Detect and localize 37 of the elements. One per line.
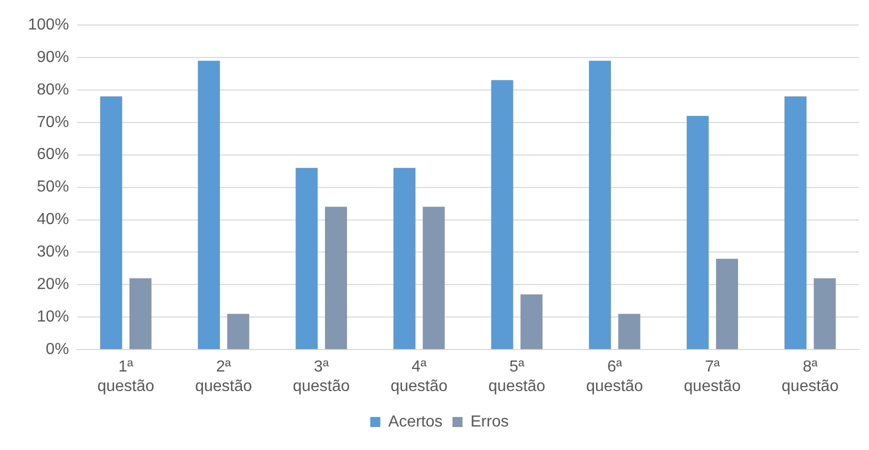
- bar: [686, 116, 709, 350]
- bar: [491, 80, 514, 350]
- x-tick-label: 7ª questão: [684, 358, 741, 395]
- y-tick-label: 30%: [36, 244, 69, 261]
- bar: [422, 206, 445, 350]
- bar: [227, 314, 250, 350]
- x-tick-label: 3ª questão: [292, 358, 350, 395]
- x-tick-label: 1ª questão: [97, 358, 154, 395]
- bar: [296, 168, 318, 350]
- bar: [784, 96, 806, 350]
- x-tick-label: 4ª questão: [390, 358, 448, 395]
- y-tick-label: 10%: [36, 308, 69, 326]
- y-tick-label: 0%: [46, 341, 69, 358]
- bar: [129, 278, 152, 350]
- y-tick-label: 80%: [36, 81, 69, 98]
- bar: [814, 278, 836, 350]
- y-tick-label: 100%: [28, 16, 69, 34]
- y-tick-label: 40%: [36, 211, 69, 228]
- bar: [198, 60, 220, 350]
- bar: [393, 168, 416, 350]
- x-tick-label: 2ª questão: [195, 358, 252, 395]
- y-tick-label: 90%: [36, 48, 69, 66]
- bar: [100, 96, 122, 350]
- x-tick-label: 8ª questão: [782, 358, 839, 395]
- bar: [324, 206, 347, 350]
- y-tick-label: 20%: [36, 276, 69, 294]
- x-tick-label: 5ª questão: [488, 358, 546, 395]
- bar: [716, 258, 738, 350]
- legend-label: Erros: [470, 413, 509, 430]
- bar: [588, 60, 611, 350]
- y-tick-label: 50%: [36, 178, 69, 196]
- legend-label: Acertos: [388, 413, 443, 430]
- x-tick-label: 6ª questão: [586, 358, 644, 395]
- bar: [618, 314, 640, 350]
- y-tick-label: 70%: [36, 114, 69, 131]
- y-tick-label: 60%: [36, 146, 69, 164]
- bar: [520, 294, 543, 350]
